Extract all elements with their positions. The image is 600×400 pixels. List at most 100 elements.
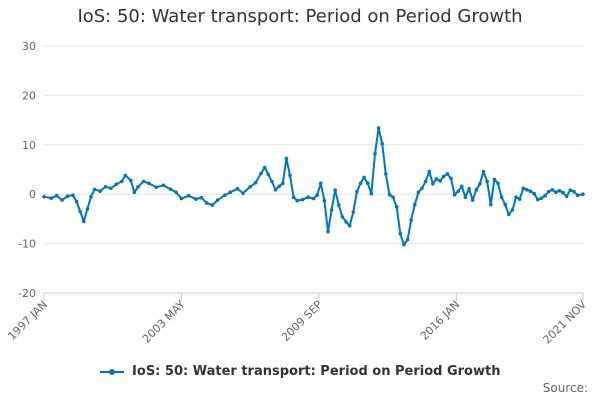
data-point[interactable] xyxy=(521,186,526,191)
data-point[interactable] xyxy=(284,156,289,161)
data-point[interactable] xyxy=(277,184,281,189)
data-point[interactable] xyxy=(496,181,500,186)
data-point[interactable] xyxy=(420,186,424,191)
data-point[interactable] xyxy=(373,151,377,156)
data-point[interactable] xyxy=(391,195,395,199)
data-point[interactable] xyxy=(358,181,363,186)
data-point[interactable] xyxy=(136,185,140,189)
data-point[interactable] xyxy=(89,194,93,199)
data-point[interactable] xyxy=(467,187,471,191)
data-point[interactable] xyxy=(528,189,533,193)
data-point[interactable] xyxy=(347,224,352,228)
data-point[interactable] xyxy=(228,190,233,194)
data-point[interactable] xyxy=(262,165,267,170)
data-point[interactable] xyxy=(546,189,551,194)
data-point[interactable] xyxy=(561,190,565,195)
data-point[interactable] xyxy=(186,193,191,198)
data-point[interactable] xyxy=(366,181,370,186)
data-point[interactable] xyxy=(295,198,300,203)
data-point[interactable] xyxy=(492,177,497,182)
data-point[interactable] xyxy=(174,190,178,194)
data-point[interactable] xyxy=(441,174,446,179)
data-point[interactable] xyxy=(539,196,544,200)
data-point[interactable] xyxy=(478,182,482,186)
data-point[interactable] xyxy=(288,173,292,178)
data-point[interactable] xyxy=(452,192,457,197)
data-point[interactable] xyxy=(380,142,385,146)
data-point[interactable] xyxy=(489,202,493,207)
data-point[interactable] xyxy=(510,208,515,212)
data-point[interactable] xyxy=(499,195,504,199)
data-point[interactable] xyxy=(123,173,128,178)
data-point[interactable] xyxy=(384,172,388,176)
data-point[interactable] xyxy=(241,191,245,195)
data-point[interactable] xyxy=(376,126,381,130)
data-point[interactable] xyxy=(550,188,555,192)
data-point[interactable] xyxy=(575,193,580,197)
data-point[interactable] xyxy=(210,203,214,207)
data-point[interactable] xyxy=(114,182,119,187)
data-point[interactable] xyxy=(322,198,327,203)
data-point[interactable] xyxy=(572,189,576,194)
data-point[interactable] xyxy=(445,172,450,176)
data-point[interactable] xyxy=(223,193,227,197)
data-point[interactable] xyxy=(434,177,439,181)
data-point[interactable] xyxy=(71,193,75,197)
data-point[interactable] xyxy=(449,176,453,181)
data-point[interactable] xyxy=(409,218,414,222)
data-point[interactable] xyxy=(514,195,518,199)
data-point[interactable] xyxy=(405,237,410,242)
data-point[interactable] xyxy=(351,210,356,214)
data-point[interactable] xyxy=(109,186,113,191)
data-point[interactable] xyxy=(266,172,271,177)
data-point[interactable] xyxy=(179,196,184,201)
data-point[interactable] xyxy=(470,198,475,202)
data-point[interactable] xyxy=(253,181,258,185)
data-point[interactable] xyxy=(517,197,522,201)
data-point[interactable] xyxy=(427,169,432,174)
data-point[interactable] xyxy=(525,188,529,192)
data-point[interactable] xyxy=(326,229,330,234)
data-point[interactable] xyxy=(536,197,540,202)
data-point[interactable] xyxy=(215,198,220,202)
data-point[interactable] xyxy=(413,202,417,207)
data-point[interactable] xyxy=(141,179,146,184)
data-point[interactable] xyxy=(507,212,511,217)
data-point[interactable] xyxy=(340,215,345,219)
data-point[interactable] xyxy=(205,201,209,205)
data-point[interactable] xyxy=(402,242,406,247)
data-point[interactable] xyxy=(398,231,403,236)
data-point[interactable] xyxy=(485,179,489,184)
data-point[interactable] xyxy=(168,187,173,192)
data-point[interactable] xyxy=(306,195,310,199)
data-point[interactable] xyxy=(438,179,442,183)
data-point[interactable] xyxy=(431,182,435,186)
data-point[interactable] xyxy=(54,193,59,198)
data-point[interactable] xyxy=(568,188,573,192)
data-point[interactable] xyxy=(161,183,166,188)
data-point[interactable] xyxy=(147,181,151,186)
data-point[interactable] xyxy=(281,181,285,186)
data-point[interactable] xyxy=(194,197,198,201)
data-point[interactable] xyxy=(315,193,319,197)
data-point[interactable] xyxy=(199,195,204,200)
data-point[interactable] xyxy=(92,187,97,192)
legend[interactable]: IoS: 50: Water transport: Period on Peri… xyxy=(0,364,600,379)
data-point[interactable] xyxy=(120,179,124,184)
data-point[interactable] xyxy=(60,198,64,202)
data-point[interactable] xyxy=(291,195,296,199)
data-point[interactable] xyxy=(273,188,278,192)
data-point[interactable] xyxy=(337,203,341,207)
data-point[interactable] xyxy=(103,185,108,189)
data-point[interactable] xyxy=(300,197,305,202)
data-point[interactable] xyxy=(49,196,53,200)
data-point[interactable] xyxy=(387,192,392,197)
data-point[interactable] xyxy=(362,175,366,180)
data-point[interactable] xyxy=(248,185,252,189)
data-point[interactable] xyxy=(557,188,562,193)
data-point[interactable] xyxy=(369,191,374,196)
data-point[interactable] xyxy=(532,191,536,196)
data-point[interactable] xyxy=(329,208,334,212)
data-point[interactable] xyxy=(259,171,263,176)
data-point[interactable] xyxy=(503,202,508,207)
